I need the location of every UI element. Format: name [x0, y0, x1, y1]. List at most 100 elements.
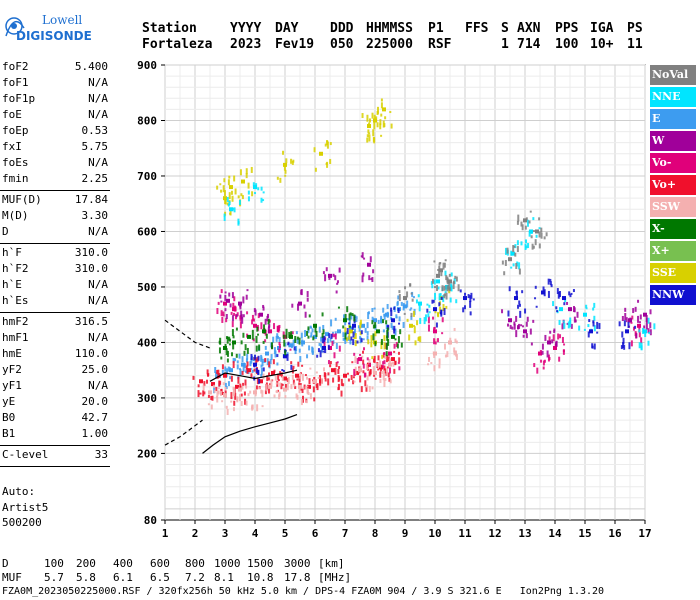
data-speckle	[386, 335, 389, 341]
data-speckle	[393, 325, 396, 331]
data-speckle	[327, 344, 330, 350]
data-speckle	[353, 380, 356, 383]
data-speckle	[370, 278, 373, 281]
param-key: M(D)	[2, 209, 29, 222]
data-speckle	[390, 123, 393, 129]
data-speckle	[261, 405, 264, 408]
data-speckle	[364, 327, 367, 333]
data-speckle	[298, 337, 301, 345]
data-speckle	[296, 338, 299, 344]
data-speckle	[225, 386, 228, 390]
param-value: N/A	[88, 92, 108, 105]
data-speckle	[242, 332, 245, 338]
param-value: 0.53	[81, 124, 109, 137]
data-speckle	[507, 310, 510, 317]
data-speckle	[357, 325, 360, 329]
data-speckle	[306, 354, 309, 359]
data-speckle	[354, 340, 357, 347]
data-speckle	[253, 368, 256, 372]
data-speckle	[266, 315, 269, 321]
data-speckle	[412, 310, 415, 317]
data-speckle	[217, 390, 220, 395]
data-speckle	[443, 308, 446, 316]
data-speckle	[238, 394, 241, 402]
data-speckle	[286, 353, 289, 361]
data-point	[436, 279, 440, 284]
data-speckle	[251, 333, 254, 340]
data-speckle	[327, 378, 330, 386]
data-speckle	[452, 280, 455, 284]
data-speckle	[232, 335, 235, 339]
data-speckle	[303, 304, 306, 309]
footer-d-value: 100	[44, 557, 64, 570]
data-point	[283, 376, 287, 381]
data-speckle	[366, 134, 369, 138]
data-speckle	[290, 364, 293, 370]
data-speckle	[409, 283, 412, 287]
data-point	[229, 207, 233, 212]
data-speckle	[359, 331, 362, 336]
data-speckle	[426, 303, 429, 306]
y-tick-label: 400	[137, 336, 157, 349]
data-speckle	[321, 336, 324, 344]
data-speckle	[234, 392, 237, 400]
data-speckle	[380, 342, 383, 350]
header-value-station: Fortaleza	[142, 37, 213, 52]
data-speckle	[197, 384, 200, 388]
data-speckle	[230, 392, 233, 400]
data-speckle	[630, 321, 633, 324]
data-speckle	[368, 275, 371, 281]
data-speckle	[366, 114, 369, 122]
data-point	[523, 329, 527, 334]
data-speckle	[543, 289, 546, 297]
data-speckle	[455, 354, 458, 361]
data-speckle	[549, 278, 552, 282]
data-speckle	[310, 332, 313, 337]
data-speckle	[291, 374, 294, 380]
data-speckle	[324, 274, 327, 282]
param-separator	[0, 190, 110, 191]
data-speckle	[262, 367, 265, 372]
param-row: foF2 5.400	[2, 60, 108, 76]
data-speckle	[255, 345, 258, 352]
data-speckle	[203, 381, 206, 387]
x-tick-label: 7	[342, 527, 349, 540]
data-speckle	[241, 370, 244, 375]
data-speckle	[380, 113, 383, 117]
data-speckle	[625, 317, 628, 323]
data-speckle	[359, 336, 362, 340]
data-speckle	[225, 348, 228, 356]
data-speckle	[337, 368, 340, 374]
data-speckle	[254, 354, 257, 360]
data-speckle	[327, 360, 330, 365]
param-key: MUF(D)	[2, 193, 42, 206]
data-speckle	[384, 368, 387, 374]
data-speckle	[383, 342, 386, 350]
data-speckle	[227, 366, 230, 372]
data-speckle	[501, 309, 504, 314]
data-speckle	[649, 322, 652, 329]
data-speckle	[206, 379, 209, 384]
data-speckle	[362, 363, 365, 369]
data-speckle	[219, 337, 222, 345]
data-speckle	[372, 136, 375, 142]
data-speckle	[239, 321, 242, 329]
data-speckle	[224, 197, 227, 204]
data-speckle	[638, 321, 641, 324]
data-speckle	[585, 307, 588, 310]
data-speckle	[226, 358, 229, 363]
data-speckle	[638, 332, 641, 338]
data-speckle	[250, 373, 253, 378]
data-speckle	[373, 114, 376, 119]
data-speckle	[549, 281, 552, 286]
data-speckle	[515, 330, 518, 338]
data-speckle	[516, 220, 519, 225]
param-value: N/A	[88, 156, 108, 169]
data-speckle	[324, 378, 327, 382]
data-speckle	[371, 276, 374, 282]
data-speckle	[386, 327, 389, 332]
data-speckle	[516, 246, 519, 253]
y-tick-label: 700	[137, 170, 157, 183]
data-speckle	[242, 296, 245, 304]
data-speckle	[315, 383, 318, 388]
